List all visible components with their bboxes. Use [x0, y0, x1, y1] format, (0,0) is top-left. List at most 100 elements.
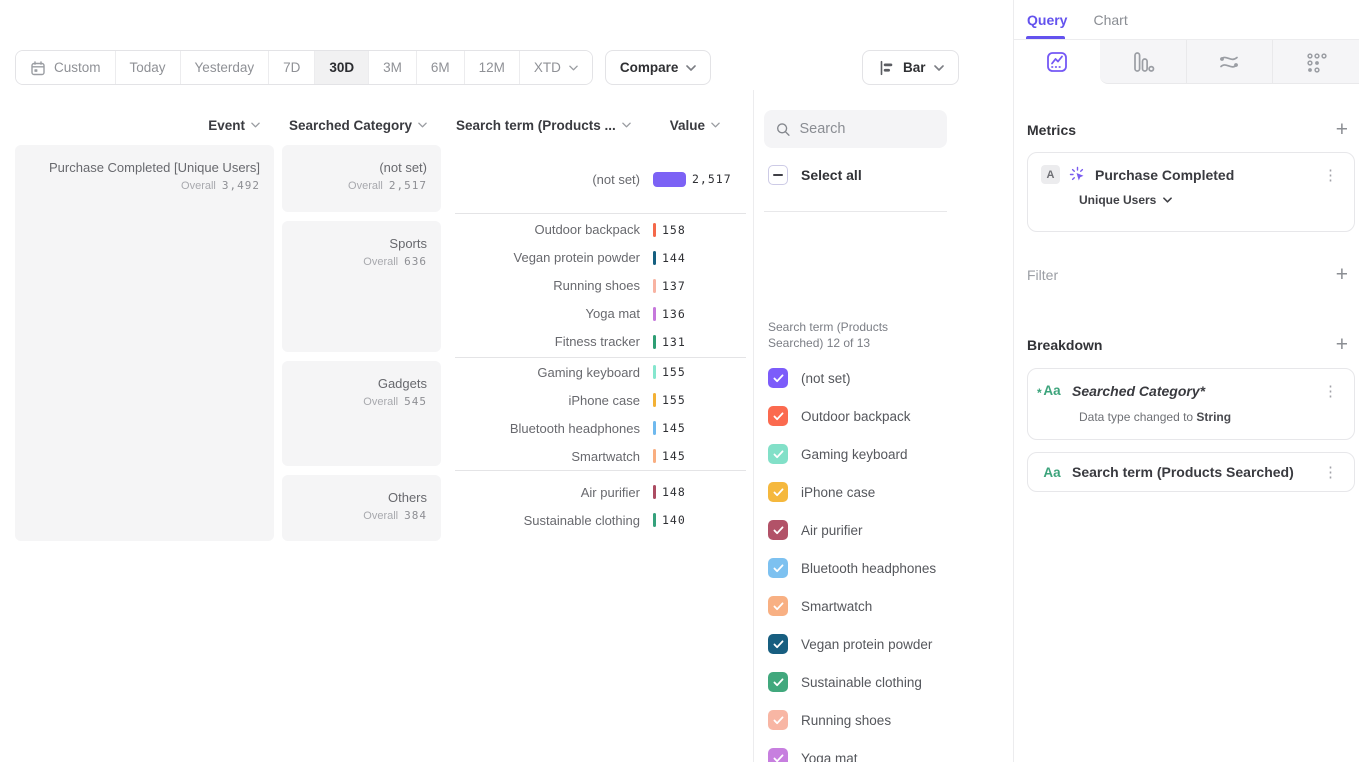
segment-item-yoga-mat[interactable]: Yoga mat: [768, 739, 1008, 762]
add-metric-button[interactable]: +: [1335, 118, 1348, 141]
segment-item-bluetooth-headphones[interactable]: Bluetooth headphones: [768, 549, 1008, 587]
category-cell[interactable]: Sports Overall 636: [282, 221, 441, 352]
date-range-30d[interactable]: 30D: [315, 51, 370, 84]
date-range-6m[interactable]: 6M: [416, 51, 465, 84]
breakdown-card-searched-category[interactable]: Aa * Searched Category* ⋮ Data type chang…: [1027, 368, 1355, 440]
search-input[interactable]: [799, 121, 935, 137]
tab-flows[interactable]: [1185, 40, 1273, 84]
segment-item-vegan-protein-powder[interactable]: Vegan protein powder: [768, 625, 1008, 663]
segment-item-smartwatch[interactable]: Smartwatch: [768, 587, 1008, 625]
date-range-xtd[interactable]: XTD: [519, 51, 592, 84]
segment-checkbox[interactable]: [768, 520, 788, 540]
string-property-icon: Aa: [1043, 464, 1061, 480]
segment-checkbox[interactable]: [768, 710, 788, 730]
add-filter-button[interactable]: +: [1335, 263, 1348, 286]
event-cell[interactable]: Purchase Completed [Unique Users] Overal…: [15, 145, 274, 541]
chart-type-button[interactable]: Bar: [862, 50, 959, 85]
segment-checkbox[interactable]: [768, 672, 788, 692]
segment-checkbox[interactable]: [768, 444, 788, 464]
column-header-value[interactable]: Value: [658, 117, 720, 133]
category-overall: Overall 636: [363, 255, 427, 268]
chevron-down-icon: [686, 64, 697, 71]
search-term-row[interactable]: Running shoes 137: [455, 272, 746, 300]
value-bar: [653, 449, 656, 463]
value-number: 148: [662, 485, 686, 499]
value-bar: [653, 250, 656, 265]
search-term-row[interactable]: iPhone case 155: [455, 386, 746, 414]
date-range-custom[interactable]: Custom: [16, 51, 116, 84]
segment-checkbox[interactable]: [768, 368, 788, 388]
insights-icon: [1046, 52, 1067, 72]
check-icon: [773, 525, 783, 534]
search-term-label: Bluetooth headphones: [509, 420, 640, 436]
segment-checkbox[interactable]: [768, 406, 788, 426]
tab-insights[interactable]: [1014, 40, 1100, 84]
search-term-row[interactable]: (not set) 2,517: [455, 165, 746, 193]
search-term-row[interactable]: Bluetooth headphones 145: [455, 414, 746, 442]
search-term-row[interactable]: Gaming keyboard 155: [455, 358, 746, 386]
category-name: Sports: [389, 236, 427, 251]
breakdown-menu-kebab-icon[interactable]: ⋮: [1323, 382, 1338, 400]
search-term-label: Fitness tracker: [554, 334, 640, 349]
breakdown-menu-kebab-icon[interactable]: ⋮: [1323, 464, 1338, 481]
tab-funnels[interactable]: [1099, 40, 1186, 84]
search-term-row[interactable]: Fitness tracker 131: [455, 328, 746, 356]
segment-item-air-purifier[interactable]: Air purifier: [768, 511, 1008, 549]
category-overall: Overall 545: [363, 395, 427, 408]
search-term-group: (not set) 2,517: [455, 145, 746, 213]
metrics-section-header: Metrics +: [1027, 119, 1354, 140]
column-header-search-term[interactable]: Search term (Products ...: [456, 117, 631, 133]
segment-item-running-shoes[interactable]: Running shoes: [768, 701, 1008, 739]
segment-item-gaming-keyboard[interactable]: Gaming keyboard: [768, 435, 1008, 473]
segment-item-outdoor-backpack[interactable]: Outdoor backpack: [768, 397, 1008, 435]
chevron-down-icon: [933, 64, 944, 71]
search-term-row[interactable]: Vegan protein powder 144: [455, 244, 746, 272]
search-term-row[interactable]: Smartwatch 145: [455, 442, 746, 470]
metric-card[interactable]: A Purchase Completed ⋮ Unique Users: [1027, 152, 1355, 232]
column-header-event[interactable]: Event: [15, 117, 260, 133]
header-label: Searched Category: [288, 117, 412, 133]
metric-menu-kebab-icon[interactable]: ⋮: [1323, 166, 1338, 184]
compare-button[interactable]: Compare: [604, 50, 712, 85]
date-range-12m[interactable]: 12M: [464, 51, 520, 84]
category-cell[interactable]: Others Overall 384: [282, 475, 441, 541]
select-all-row[interactable]: Select all: [768, 165, 862, 185]
value-bar: [653, 365, 656, 379]
tab-query[interactable]: Query: [1027, 11, 1068, 28]
funnels-icon: [1133, 51, 1154, 72]
check-icon: [773, 411, 783, 420]
date-range-today[interactable]: Today: [115, 51, 181, 84]
segment-checkbox[interactable]: [768, 558, 788, 578]
event-overall: Overall 3,492: [181, 179, 260, 192]
segment-checkbox[interactable]: [768, 482, 788, 502]
segment-item-sustainable-clothing[interactable]: Sustainable clothing: [768, 663, 1008, 701]
event-sparkle-icon: [1069, 166, 1084, 181]
check-icon: [773, 563, 783, 572]
date-range-yesterday[interactable]: Yesterday: [180, 51, 270, 84]
tab-chart[interactable]: Chart: [1093, 11, 1128, 28]
column-header-searched-category[interactable]: Searched Category: [282, 117, 427, 133]
segment-checkbox[interactable]: [768, 634, 788, 654]
date-range-7d[interactable]: 7D: [269, 51, 316, 84]
segment-item-iphone-case[interactable]: iPhone case: [768, 473, 1008, 511]
search-term-row[interactable]: Air purifier 148: [455, 478, 746, 506]
segment-label: Outdoor backpack: [801, 408, 911, 424]
search-term-row[interactable]: Yoga mat 136: [455, 300, 746, 328]
search-term-group: Air purifier 148 Sustainable clothing 140: [455, 470, 746, 541]
segment-item-not-set[interactable]: (not set): [768, 359, 1008, 397]
select-all-checkbox[interactable]: [768, 165, 788, 185]
metric-aggregation-dropdown[interactable]: Unique Users: [1079, 193, 1354, 207]
segment-checkbox[interactable]: [768, 748, 788, 762]
category-cell[interactable]: (not set) Overall 2,517: [282, 145, 441, 212]
add-breakdown-button[interactable]: +: [1335, 333, 1348, 356]
category-cell[interactable]: Gadgets Overall 545: [282, 361, 441, 466]
date-range-3m[interactable]: 3M: [369, 51, 417, 84]
chevron-down-icon: [1163, 197, 1173, 203]
breakdown-card-search-term[interactable]: Aa Search term (Products Searched) ⋮: [1027, 452, 1355, 492]
search-term-row[interactable]: Sustainable clothing 140: [455, 506, 746, 534]
tab-retention[interactable]: [1272, 40, 1359, 84]
check-icon: [773, 715, 783, 724]
filter-title: Filter: [1027, 266, 1059, 283]
segment-checkbox[interactable]: [768, 596, 788, 616]
search-term-row[interactable]: Outdoor backpack 158: [455, 216, 746, 244]
